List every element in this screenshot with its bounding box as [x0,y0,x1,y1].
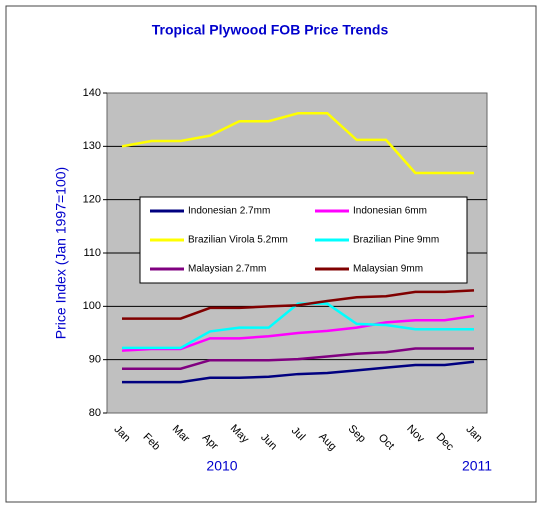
y-tick-label: 140 [83,87,101,99]
series-line [122,360,475,384]
series-line [122,302,474,350]
legend-box [139,196,468,284]
legend-label: Malaysian 9mm [353,264,423,275]
y-tick-label: 130 [83,140,101,152]
series-line [121,112,474,175]
legend-label: Indonesian 2.7mm [188,206,270,217]
legend-label: Malaysian 2.7mm [188,264,266,275]
legend-label: Brazilian Pine 9mm [353,235,439,246]
legend-label: Indonesian 6mm [353,206,427,217]
y-tick-label: 80 [89,407,101,419]
series-line [122,347,474,370]
chart-title: Tropical Plywood FOB Price Trends [152,22,389,38]
y-tick-label: 100 [83,300,101,312]
year-label: 2010 [206,458,237,474]
legend-label: Brazilian Virola 5.2mm [188,235,288,246]
year-label: 2011 [462,458,492,474]
y-tick-label: 110 [83,247,101,259]
y-axis-label: Price Index (Jan 1997=100) [53,167,69,339]
series-line [122,289,475,320]
y-tick-label: 90 [89,354,101,366]
y-tick-label: 120 [83,194,101,206]
